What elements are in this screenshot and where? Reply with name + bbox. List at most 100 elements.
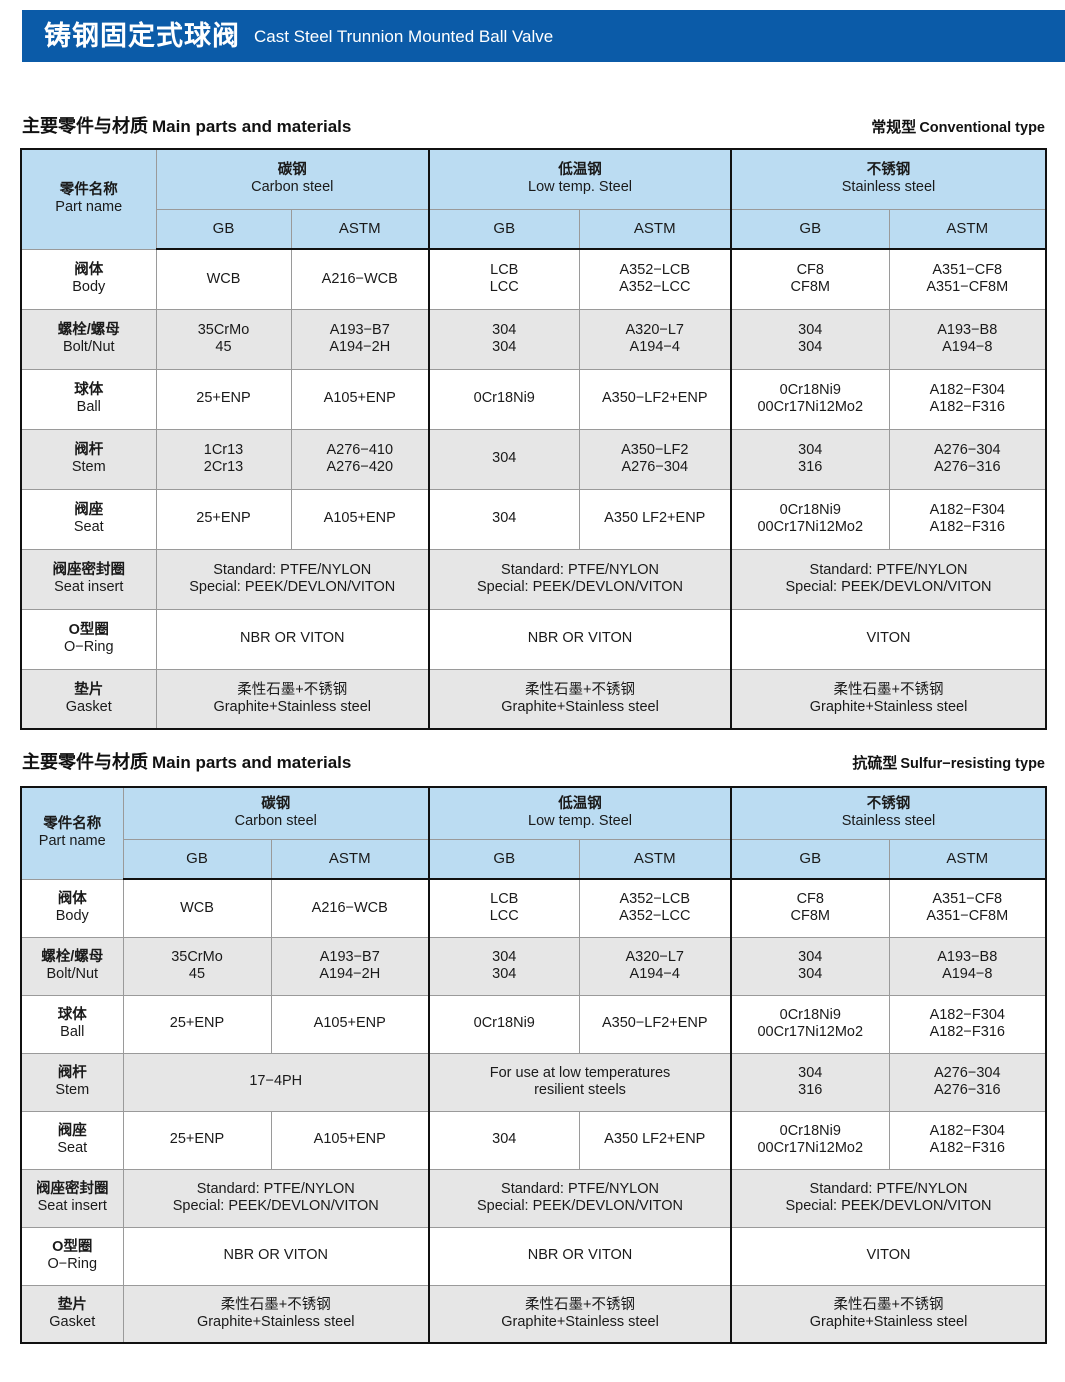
cell-material-value: LCB LCC <box>428 248 580 310</box>
header-standard-gb: GB <box>428 838 580 880</box>
header-standard-gb: GB <box>730 838 890 880</box>
cell-part-name-cn: 螺栓/螺母 <box>41 948 104 965</box>
cell-part-name-en: Stem <box>55 1082 90 1098</box>
header-standard-astm: ASTM <box>888 838 1047 880</box>
table-row: 螺栓/螺母 Bolt/Nut 35CrMo 45 A193−B7 A194−2H 304 30… <box>21 308 1047 370</box>
cell-material-value: NBR OR VITON <box>122 1226 430 1286</box>
section-type-right: 抗硫型 Sulfur−resisting type <box>852 752 1045 773</box>
cell-material-value: 304 316 <box>730 428 890 490</box>
cell-part-name-en: Ball <box>76 399 101 415</box>
section-type-cn: 常规型 <box>871 119 917 136</box>
cell-part-name-cn: O型圈 <box>68 621 109 638</box>
cell-part-name-en: Seat insert <box>54 579 124 595</box>
cell-part-name-en: Bolt/Nut <box>62 339 115 355</box>
cell-material-value: 304 <box>428 1110 580 1170</box>
header-material-group: 低温钢 Low temp. Steel <box>427 787 732 840</box>
section-title-left: 主要零件与材质 Main parts and materials <box>22 112 351 138</box>
cell-material-value: 0Cr18Ni9 00Cr17Ni12Mo2 <box>730 994 890 1054</box>
table-header-standard-row: GB ASTM GB ASTM GB ASTM <box>21 208 1047 250</box>
cell-material-value: NBR OR VITON <box>427 1226 732 1286</box>
header-part-name-en: Part name <box>55 199 123 216</box>
cell-part-name: 阀体 Body <box>21 878 124 938</box>
section-title-en: Main parts and materials <box>152 117 352 136</box>
cell-material-value: A351−CF8 A351−CF8M <box>888 248 1047 310</box>
cell-part-name-cn: 阀座密封圈 <box>52 561 126 578</box>
header-material-group-cn: 低温钢 <box>558 796 602 813</box>
header-standard-astm: ASTM <box>578 208 732 250</box>
cell-part-name-en: Seat <box>73 519 104 535</box>
table-header-group-row: 零件名称 Part name 碳钢 Carbon steel 低温钢 Low temp. … <box>21 149 1047 250</box>
header-material-group-cn: 低温钢 <box>558 162 602 179</box>
table-row: 阀座密封圈 Seat insert Standard: PTFE/NYLON Spec… <box>21 548 1047 610</box>
cell-part-name-en: Stem <box>71 459 106 475</box>
section-title-en: Main parts and materials <box>152 753 352 772</box>
cell-material-value: A276−410 A276−420 <box>290 428 430 490</box>
cell-material-value: A193−B8 A194−8 <box>888 936 1047 996</box>
cell-part-name-cn: 垫片 <box>74 681 104 698</box>
header-material-group: 不锈钢 Stainless steel <box>730 787 1047 840</box>
cell-material-value: A182−F304 A182−F316 <box>888 488 1047 550</box>
cell-material-value: 0Cr18Ni9 00Cr17Ni12Mo2 <box>730 1110 890 1170</box>
cell-material-value: NBR OR VITON <box>155 608 430 670</box>
cell-part-name-en: Seat insert <box>37 1198 107 1214</box>
cell-material-value: LCB LCC <box>428 878 580 938</box>
table-row: 阀杆 Stem 1Cr13 2Cr13 A276−410 A276−420 304 A350−… <box>21 428 1047 490</box>
section-heading-conventional: 主要零件与材质 Main parts and materials 常规型 Conve… <box>22 112 1045 138</box>
table-row: 阀体 Body WCB A216−WCB LCB LCC A352−LCB A352−LCC C… <box>21 248 1047 310</box>
header-material-group-cn: 碳钢 <box>277 162 307 179</box>
header-part-name: 零件名称 Part name <box>21 787 124 880</box>
banner-title-en: Cast Steel Trunnion Mounted Ball Valve <box>254 26 554 46</box>
table-row: 螺栓/螺母 Bolt/Nut 35CrMo 45 A193−B7 A194−2H 304 30… <box>21 936 1047 996</box>
cell-material-value: Standard: PTFE/NYLON Special: PEEK/DEVLON… <box>427 548 732 610</box>
table-row: 球体 Ball 25+ENP A105+ENP 0Cr18Ni9 A350−LF2+ENP… <box>21 368 1047 430</box>
cell-material-value: A350−LF2+ENP <box>578 368 732 430</box>
cell-material-value: A350 LF2+ENP <box>578 1110 732 1170</box>
header-material-group-en: Stainless steel <box>841 813 936 830</box>
cell-part-name: 阀体 Body <box>21 248 157 310</box>
cell-material-value: CF8 CF8M <box>730 248 890 310</box>
header-standard-astm: ASTM <box>290 208 430 250</box>
cell-part-name-cn: 阀座密封圈 <box>36 1180 109 1197</box>
cell-material-value: A182−F304 A182−F316 <box>888 1110 1047 1170</box>
page-banner: 铸钢固定式球阀 Cast Steel Trunnion Mounted Ball… <box>22 10 1065 62</box>
cell-part-name-cn: 阀体 <box>57 890 87 907</box>
cell-material-value: 0Cr18Ni9 00Cr17Ni12Mo2 <box>730 368 890 430</box>
materials-table-conventional: 零件名称 Part name 碳钢 Carbon steel 低温钢 Low temp. … <box>20 148 1048 730</box>
cell-part-name-cn: 阀杆 <box>57 1064 87 1081</box>
cell-material-value: A350−LF2 A276−304 <box>578 428 732 490</box>
cell-part-name-cn: O型圈 <box>52 1238 93 1255</box>
cell-material-value: A193−B8 A194−8 <box>888 308 1047 370</box>
cell-material-value: 柔性石墨+不锈钢 Graphite+Stainless steel <box>730 668 1047 729</box>
cell-material-value: A320−L7 A194−4 <box>578 308 732 370</box>
cell-material-value: 柔性石墨+不锈钢 Graphite+Stainless steel <box>155 668 430 729</box>
cell-material-value: A276−304 A276−316 <box>888 1052 1047 1112</box>
cell-material-value: 304 316 <box>730 1052 890 1112</box>
cell-material-value: A350 LF2+ENP <box>578 488 732 550</box>
cell-part-name-en: Gasket <box>49 1313 96 1330</box>
cell-material-value: 0Cr18Ni9 00Cr17Ni12Mo2 <box>730 488 890 550</box>
header-standard-astm: ASTM <box>578 838 732 880</box>
cell-material-value: A352−LCB A352−LCC <box>578 878 732 938</box>
table-row: 阀座 Seat 25+ENP A105+ENP 304 A350 LF2+ENP 0Cr18… <box>21 488 1047 550</box>
cell-part-name-cn: 垫片 <box>57 1296 87 1313</box>
section-heading-sulfur: 主要零件与材质 Main parts and materials 抗硫型 Sulfu… <box>22 748 1045 774</box>
cell-material-value: A182−F304 A182−F316 <box>888 368 1047 430</box>
header-material-group: 碳钢 Carbon steel <box>122 787 430 840</box>
header-standard-gb: GB <box>122 838 272 880</box>
header-part-name-cn: 零件名称 <box>43 816 102 833</box>
section-type-en: Conventional type <box>919 120 1045 136</box>
header-material-group-en: Low temp. Steel <box>528 179 632 196</box>
cell-part-name: 垫片 Gasket <box>21 668 157 729</box>
cell-material-value: A351−CF8 A351−CF8M <box>888 878 1047 938</box>
header-material-group-en: Carbon steel <box>251 179 334 196</box>
header-material-group: 低温钢 Low temp. Steel <box>427 149 732 210</box>
section-title-cn: 主要零件与材质 <box>22 752 148 772</box>
cell-material-value: 35CrMo 45 <box>155 308 292 370</box>
cell-material-value: A320−L7 A194−4 <box>578 936 732 996</box>
cell-material-value: 17−4PH <box>122 1052 430 1112</box>
cell-material-value: A182−F304 A182−F316 <box>888 994 1047 1054</box>
cell-part-name-cn: 螺栓/螺母 <box>57 321 120 338</box>
cell-material-value: 25+ENP <box>122 1110 272 1170</box>
cell-material-value: A193−B7 A194−2H <box>290 308 430 370</box>
table-row: 阀座密封圈 Seat insert Standard: PTFE/NYLON Spec… <box>21 1168 1047 1228</box>
